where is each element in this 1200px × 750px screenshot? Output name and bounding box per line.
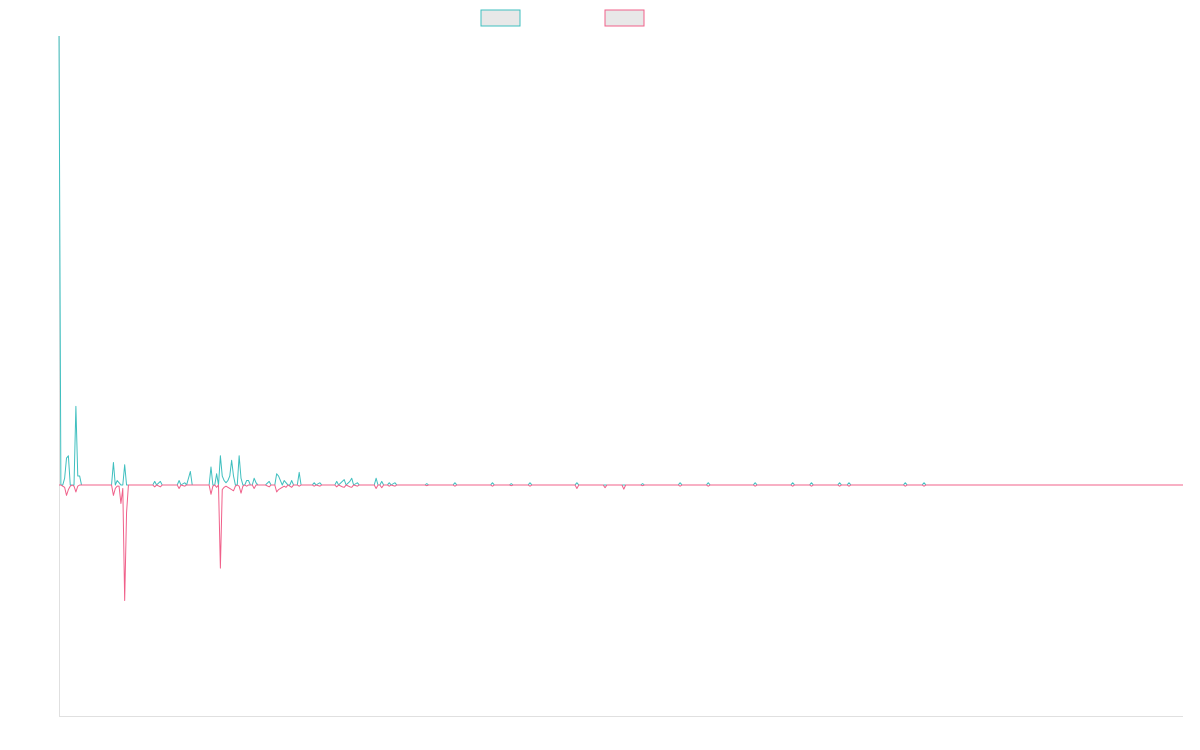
series-line-2 [59,484,1183,601]
legend-swatch-series-2[interactable] [604,9,645,27]
series-line-1 [58,35,1183,486]
legend-swatch-series-1[interactable] [480,9,521,27]
legend [480,9,645,27]
plot-area [58,35,1183,601]
